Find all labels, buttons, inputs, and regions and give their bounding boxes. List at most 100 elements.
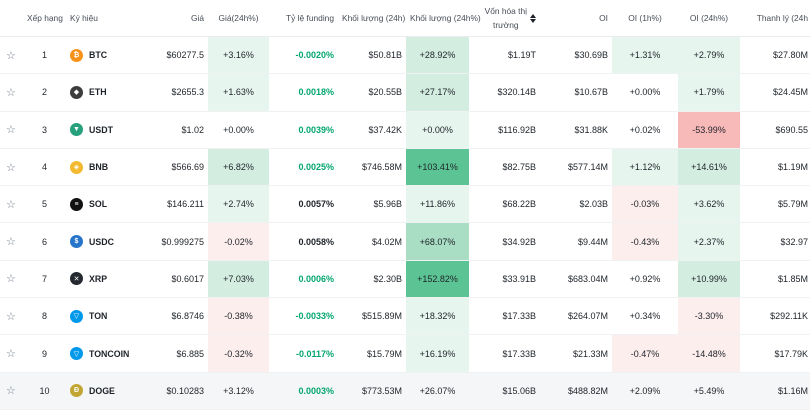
volume-pct-cell: +103.41% — [406, 148, 469, 187]
table-row[interactable]: ☆ 4 ◈ BNB $566.69 +6.82% 0.0025% $746.58… — [0, 148, 810, 187]
symbol-label: TON — [89, 311, 108, 322]
favorite-star-icon[interactable]: ☆ — [0, 297, 23, 336]
favorite-star-icon[interactable]: ☆ — [0, 334, 23, 373]
usdc-icon: $ — [70, 235, 83, 249]
funding-cell: 0.0058% — [269, 222, 338, 261]
table-row[interactable]: ☆ 10 Ð DOGE $0.10283 +3.12% 0.0003% $773… — [0, 372, 810, 410]
symbol-label: DOGE — [89, 385, 115, 396]
change-24h-cell: +0.00% — [208, 111, 269, 149]
volume-pct-cell: +11.86% — [406, 185, 469, 224]
oi-1h-cell: +0.00% — [612, 73, 678, 112]
volume-cell: $2.30B — [338, 260, 406, 299]
change-24h-cell: +3.16% — [208, 36, 269, 75]
volume-cell: $746.58M — [338, 148, 406, 187]
oi-cell: $10.67B — [540, 73, 612, 112]
funding-cell: -0.0117% — [269, 334, 338, 373]
table-row[interactable]: ☆ 5 ≡ SOL $146.211 +2.74% 0.0057% $5.96B… — [0, 185, 810, 224]
symbol-cell[interactable]: $ USDC — [66, 222, 138, 261]
market-cap-header-line1: Vốn hóa thị — [484, 6, 527, 16]
symbol-label: XRP — [89, 273, 108, 284]
change-24h-cell: +1.63% — [208, 73, 269, 112]
change-24h-header[interactable]: Giá(24h%) — [208, 0, 269, 37]
oi-24h-header[interactable]: OI (24h%) — [678, 0, 740, 37]
oi-header[interactable]: OI — [540, 0, 612, 37]
table-row[interactable]: ☆ 6 $ USDC $0.999275 -0.02% 0.0058% $4.0… — [0, 222, 810, 261]
toncoin-icon: ▽ — [70, 347, 83, 361]
table-row[interactable]: ☆ 2 ◆ ETH $2655.3 +1.63% 0.0018% $20.55B… — [0, 73, 810, 112]
sort-icon[interactable] — [530, 13, 536, 23]
rank-cell: 6 — [23, 222, 66, 261]
bnb-icon: ◈ — [70, 160, 83, 174]
change-24h-cell: +6.82% — [208, 148, 269, 187]
table-header: Xếp hạng Ký hiệu Giá Giá(24h%) Tỷ lệ fun… — [0, 0, 810, 37]
ton-icon: ▽ — [70, 309, 83, 323]
liquidation-header[interactable]: Thanh lý (24h — [740, 0, 810, 37]
volume-cell: $15.79M — [338, 334, 406, 373]
symbol-cell[interactable]: ▼ USDT — [66, 111, 138, 149]
bitcoin-icon: ₿ — [70, 48, 83, 62]
funding-header[interactable]: Tỷ lệ funding — [269, 0, 338, 37]
oi-24h-cell: +14.61% — [678, 148, 740, 187]
price-cell: $60277.5 — [138, 36, 208, 75]
favorite-star-icon[interactable]: ☆ — [0, 111, 23, 149]
volume-cell: $5.96B — [338, 185, 406, 224]
symbol-cell[interactable]: Ð DOGE — [66, 372, 138, 410]
favorite-star-icon[interactable]: ☆ — [0, 73, 23, 112]
symbol-cell[interactable]: ▽ TONCOIN — [66, 334, 138, 373]
price-cell: $146.211 — [138, 185, 208, 224]
market-cap-cell: $34.92B — [469, 222, 540, 261]
funding-cell: 0.0025% — [269, 148, 338, 187]
change-24h-cell: +3.12% — [208, 372, 269, 410]
rank-cell: 5 — [23, 185, 66, 224]
volume-pct-cell: +16.19% — [406, 334, 469, 373]
symbol-label: SOL — [89, 199, 108, 210]
oi-1h-cell: +2.09% — [612, 372, 678, 410]
xrp-icon: ✕ — [70, 272, 83, 286]
favorite-star-icon[interactable]: ☆ — [0, 372, 23, 410]
symbol-cell[interactable]: ≡ SOL — [66, 185, 138, 224]
volume-pct-header[interactable]: Khối lượng (24h%) — [406, 0, 481, 37]
oi-cell: $9.44M — [540, 222, 612, 261]
symbol-cell[interactable]: ◆ ETH — [66, 73, 138, 112]
symbol-cell[interactable]: ✕ XRP — [66, 260, 138, 299]
oi-cell: $683.04M — [540, 260, 612, 299]
volume-pct-cell: +28.92% — [406, 36, 469, 75]
symbol-header[interactable]: Ký hiệu — [66, 0, 138, 37]
favorite-star-icon[interactable]: ☆ — [0, 36, 23, 75]
price-cell: $6.8746 — [138, 297, 208, 336]
solana-icon: ≡ — [70, 197, 83, 211]
rank-cell: 1 — [23, 36, 66, 75]
table-row[interactable]: ☆ 3 ▼ USDT $1.02 +0.00% 0.0039% $37.42K … — [0, 111, 810, 149]
price-header[interactable]: Giá — [138, 0, 208, 37]
funding-cell: 0.0057% — [269, 185, 338, 224]
favorite-star-icon[interactable]: ☆ — [0, 260, 23, 299]
volume-header[interactable]: Khối lượng (24h) — [338, 0, 406, 37]
rank-cell: 3 — [23, 111, 66, 149]
symbol-cell[interactable]: ₿ BTC — [66, 36, 138, 75]
oi-cell: $264.07M — [540, 297, 612, 336]
table-row[interactable]: ☆ 7 ✕ XRP $0.6017 +7.03% 0.0006% $2.30B … — [0, 260, 810, 299]
market-cap-cell: $68.22B — [469, 185, 540, 224]
volume-pct-cell: +68.07% — [406, 222, 469, 261]
liquidation-cell: $292.11K — [740, 297, 810, 336]
symbol-label: TONCOIN — [89, 348, 130, 359]
favorite-star-icon[interactable]: ☆ — [0, 148, 23, 187]
price-cell: $1.02 — [138, 111, 208, 149]
market-cap-header[interactable]: Vốn hóa thị trường — [469, 0, 540, 37]
oi-1h-header[interactable]: OI (1h%) — [612, 0, 678, 37]
favorite-star-icon[interactable]: ☆ — [0, 222, 23, 261]
table-row[interactable]: ☆ 1 ₿ BTC $60277.5 +3.16% -0.0020% $50.8… — [0, 36, 810, 75]
symbol-cell[interactable]: ▽ TON — [66, 297, 138, 336]
funding-cell: 0.0003% — [269, 372, 338, 410]
table-row[interactable]: ☆ 8 ▽ TON $6.8746 -0.38% -0.0033% $515.8… — [0, 297, 810, 336]
rank-cell: 2 — [23, 73, 66, 112]
favorite-star-icon[interactable]: ☆ — [0, 185, 23, 224]
symbol-cell[interactable]: ◈ BNB — [66, 148, 138, 187]
oi-cell: $31.88K — [540, 111, 612, 149]
market-cap-cell: $15.06B — [469, 372, 540, 410]
funding-cell: 0.0006% — [269, 260, 338, 299]
table-row[interactable]: ☆ 9 ▽ TONCOIN $6.885 -0.32% -0.0117% $15… — [0, 334, 810, 373]
volume-cell: $515.89M — [338, 297, 406, 336]
funding-cell: -0.0020% — [269, 36, 338, 75]
rank-header[interactable]: Xếp hạng — [23, 0, 66, 37]
